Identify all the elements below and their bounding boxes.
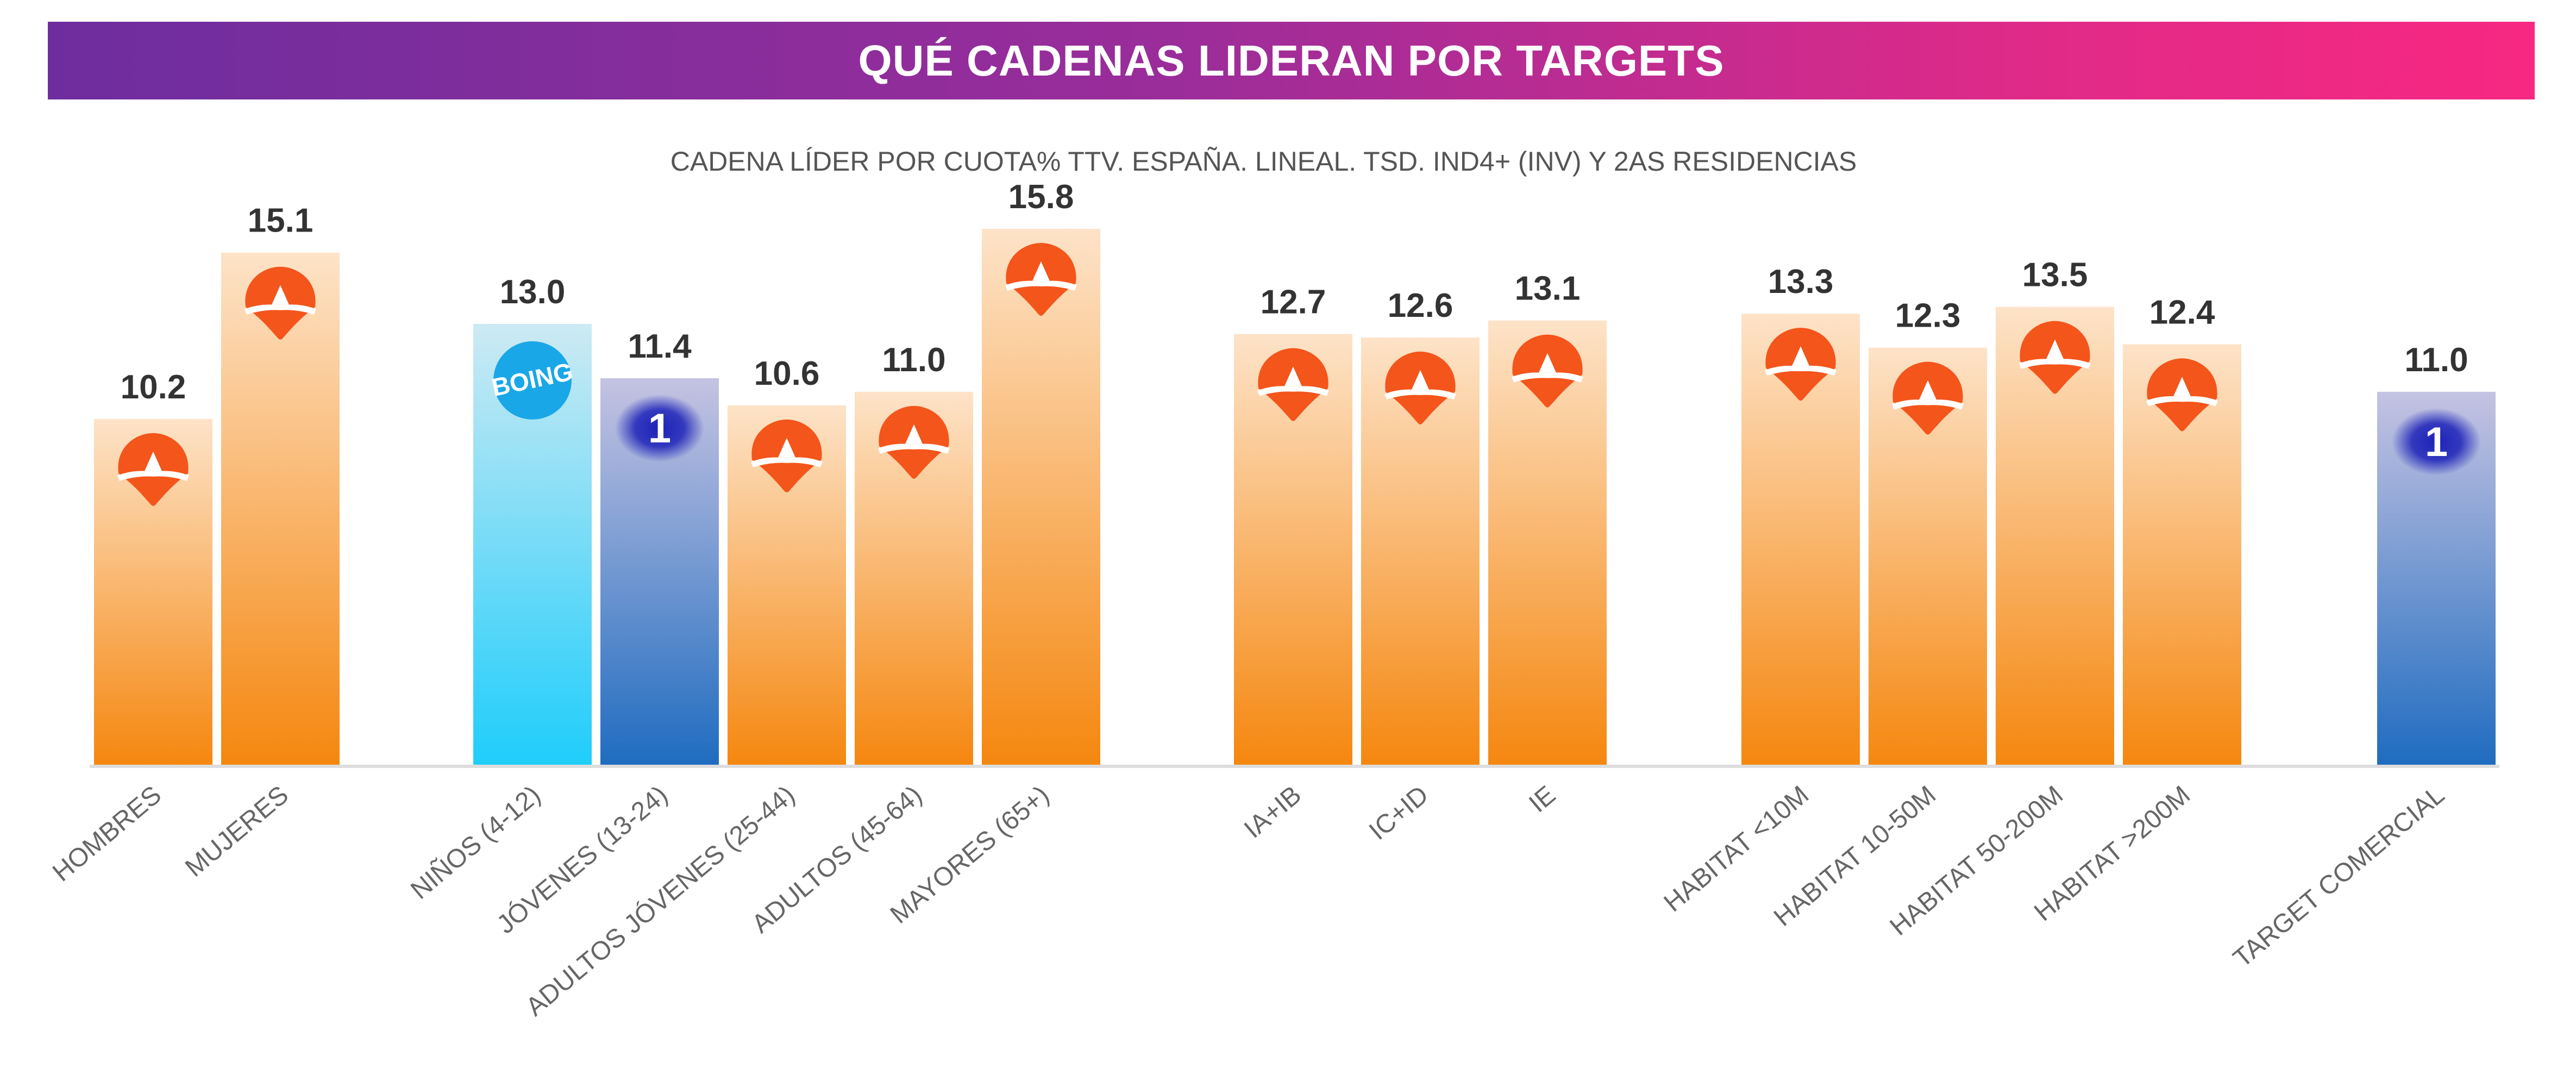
x-tick-label: ADULTOS JÓVENES (25-44) — [520, 780, 800, 1022]
antena3-logo-icon — [1384, 351, 1456, 424]
value-label: 11.0 — [882, 341, 945, 379]
antena3-logo-icon — [1005, 243, 1077, 316]
antena3-logo-icon — [1892, 361, 1964, 435]
value-label: 10.6 — [754, 355, 820, 392]
value-label: 13.0 — [500, 273, 566, 311]
value-label: 13.3 — [1768, 263, 1834, 301]
x-tick-label: IE — [1524, 780, 1561, 819]
antena3-logo-icon — [878, 405, 950, 479]
antena3-logo-icon — [751, 419, 823, 492]
x-tick-label: HOMBRES — [47, 780, 167, 888]
value-label: 10.2 — [121, 368, 186, 406]
chart-subtitle: CADENA LÍDER POR CUOTA% TTV. ESPAÑA. LIN… — [670, 146, 1857, 177]
boing-logo-icon: BOING — [489, 341, 575, 420]
value-label: 13.5 — [2022, 257, 2088, 294]
svg-text:1: 1 — [648, 405, 671, 452]
antena3-logo-icon — [117, 433, 189, 506]
x-tick-label: TARGET COMERCIAL — [2228, 780, 2450, 973]
x-tick-label: IA+IB — [1239, 780, 1307, 844]
value-label: 12.7 — [1261, 284, 1326, 321]
chart-title: QUÉ CADENAS LIDERAN POR TARGETS — [858, 36, 1725, 85]
value-label: 12.6 — [1388, 287, 1453, 324]
value-label: 11.4 — [628, 328, 692, 365]
title-banner: QUÉ CADENAS LIDERAN POR TARGETS — [48, 22, 2535, 99]
value-label: 15.1 — [248, 202, 314, 240]
antena3-logo-icon — [1512, 334, 1583, 408]
value-label: 12.4 — [2149, 293, 2215, 331]
x-tick-label: IC+ID — [1364, 780, 1434, 846]
la1-logo-icon: 1 — [615, 394, 704, 462]
value-label: 11.0 — [2404, 341, 2468, 379]
antena3-logo-icon — [2146, 358, 2218, 432]
antena3-logo-icon — [1765, 328, 1837, 401]
x-tick-label: NIÑOS (4-12) — [405, 780, 546, 905]
value-label: 13.1 — [1515, 270, 1581, 308]
value-label: 12.3 — [1895, 297, 1961, 335]
antena3-logo-icon — [1257, 348, 1329, 421]
bar-mayores-65 — [982, 229, 1100, 765]
antena3-logo-icon — [245, 266, 316, 340]
la1-logo-icon: 1 — [2392, 408, 2481, 476]
x-tick-label: MUJERES — [180, 780, 294, 883]
svg-text:1: 1 — [2425, 419, 2448, 465]
antena3-logo-icon — [2019, 321, 2091, 394]
value-label: 15.8 — [1008, 178, 1074, 216]
